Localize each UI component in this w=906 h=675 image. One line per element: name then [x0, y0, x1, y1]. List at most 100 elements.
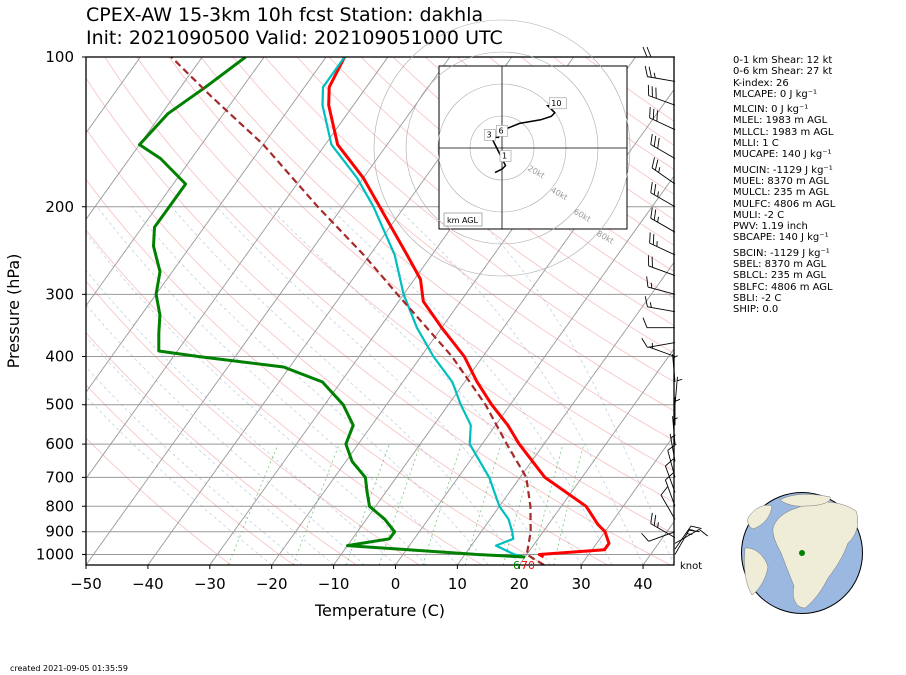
x-tick-label: 0: [391, 575, 401, 593]
parcel-profile: [170, 57, 545, 565]
isotherm: [333, 88, 674, 565]
barb-staff: [660, 494, 676, 520]
barb-flag: [648, 66, 652, 78]
y-tick-label: 500: [45, 396, 74, 414]
station-marker: [799, 550, 805, 556]
barb-staff: [650, 192, 676, 208]
index-row: MUCIN: -1129 J kg⁻¹: [733, 164, 833, 176]
barb-staff: [674, 525, 692, 550]
moist-adiabat: [467, 206, 674, 565]
barb-staff: [665, 465, 676, 493]
x-tick-label: 30: [572, 575, 591, 593]
hodograph-height-label: 10: [548, 97, 567, 110]
wind-barb: [646, 276, 676, 295]
surface-temperature-label: 70: [521, 559, 535, 572]
barb-flag: [653, 184, 657, 195]
moist-adiabat: [86, 269, 396, 565]
wind-barb: [647, 84, 676, 106]
wind-barb: [650, 207, 676, 233]
dry-adiabat: [328, 57, 674, 327]
x-tick-label: −20: [256, 575, 288, 593]
barb-flag: [650, 207, 653, 219]
dry-adiabat: [360, 57, 674, 299]
mixing-ratio-line: [553, 443, 585, 565]
barb-half-flag: [650, 282, 653, 289]
y-tick-label: 1000: [36, 545, 74, 563]
index-row: PWV: 1.19 inch: [733, 221, 808, 233]
index-row: SBEL: 8370 m AGL: [733, 259, 827, 271]
barb-staff: [648, 95, 676, 106]
dry-adiabat: [232, 57, 674, 412]
svg-text:10: 10: [551, 99, 561, 108]
barb-staff: [650, 217, 676, 233]
wind-barb: [674, 376, 683, 405]
barb-flag: [650, 182, 653, 193]
mixing-ratio-line: [292, 443, 340, 565]
wind-barb: [641, 531, 676, 542]
barb-flag: [642, 317, 648, 328]
wind-barb: [674, 528, 708, 544]
moist-adiabat: [328, 206, 613, 565]
plot-frame: [85, 56, 675, 566]
index-row: MULI: -2 C: [733, 209, 785, 221]
wind-barb: [672, 354, 678, 382]
isotherm: [518, 348, 674, 565]
mixing-ratio-line: [227, 443, 279, 565]
index-row: SBCAPE: 140 J kg⁻¹: [733, 232, 829, 244]
barb-staff: [672, 416, 676, 445]
south-america-landmass: [744, 547, 769, 596]
mixing-ratio-line: [502, 443, 538, 565]
isotherm: [457, 261, 674, 565]
barb-flag: [644, 296, 648, 307]
barb-flag: [698, 529, 708, 537]
dry-adiabat: [86, 384, 294, 565]
index-row: MLEL: 1983 m AGL: [733, 115, 828, 127]
barb-flag: [660, 486, 669, 496]
dry-adiabat: [86, 178, 545, 565]
dry-adiabat: [86, 332, 357, 565]
dry-adiabat: [86, 128, 608, 565]
barb-half-flag: [653, 72, 656, 79]
wind-barb: [642, 46, 675, 58]
barb-staff: [674, 529, 690, 555]
north-america-landmass: [747, 504, 773, 530]
index-row: SBLCL: 235 m AGL: [733, 270, 827, 282]
y-tick-label: 800: [45, 497, 74, 515]
barb-half-flag: [674, 398, 681, 402]
isotherm: [86, 57, 451, 565]
x-tick-label: 10: [448, 575, 467, 593]
dry-adiabat: [392, 57, 674, 273]
barb-staff: [651, 167, 676, 185]
barb-flag: [650, 512, 653, 524]
y-axis-label: Pressure (hPa): [4, 254, 23, 369]
x-tick-label: −40: [132, 575, 164, 593]
moist-adiabat: [86, 395, 272, 565]
barb-half-flag: [657, 191, 659, 197]
wind-barb: [649, 232, 676, 256]
moist-adiabat: [216, 206, 551, 565]
wind-barb: [647, 255, 676, 276]
index-row: MUEL: 8370 m AGL: [733, 175, 829, 187]
index-row: SHIP: 0.0: [733, 304, 779, 316]
barb-half-flag: [658, 167, 661, 173]
moist-adiabat: [86, 366, 303, 565]
barb-staff: [674, 528, 700, 544]
moist-adiabat: [171, 206, 520, 565]
barb-flag: [641, 338, 648, 348]
y-tick-label: 200: [45, 198, 74, 216]
wind-barb: [641, 338, 676, 348]
y-tick-label: 300: [45, 285, 74, 303]
mixing-ratio-line: [464, 443, 502, 565]
y-tick-label: 400: [45, 348, 74, 366]
wind-barb: [648, 342, 676, 357]
svg-text:1: 1: [502, 152, 507, 161]
globe-inset: [741, 492, 863, 614]
index-row: SBLI: -2 C: [733, 292, 782, 304]
y-tick-label: 600: [45, 435, 74, 453]
barb-flag: [651, 157, 655, 169]
wind-barb: [644, 65, 676, 82]
index-row: MLCAPE: 0 J kg⁻¹: [733, 88, 818, 100]
barb-half-flag: [649, 302, 652, 308]
